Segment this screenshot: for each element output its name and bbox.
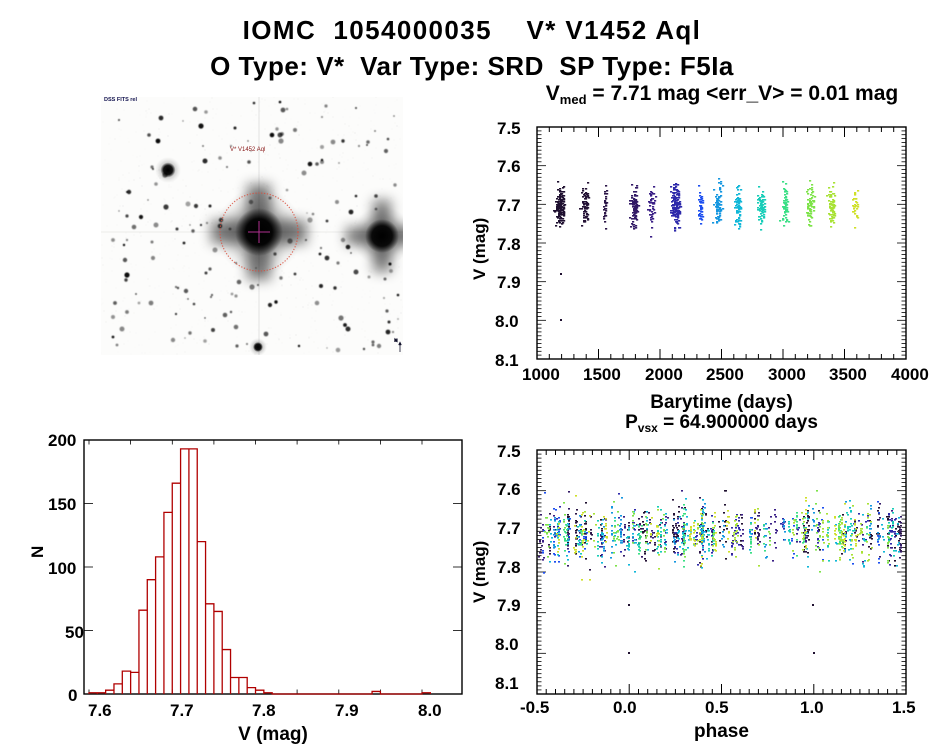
svg-text:DSS FITS rel: DSS FITS rel	[104, 97, 137, 103]
svg-text:V* V1452 Aql: V* V1452 Aql	[230, 147, 265, 153]
svg-text:N: N	[395, 338, 398, 343]
